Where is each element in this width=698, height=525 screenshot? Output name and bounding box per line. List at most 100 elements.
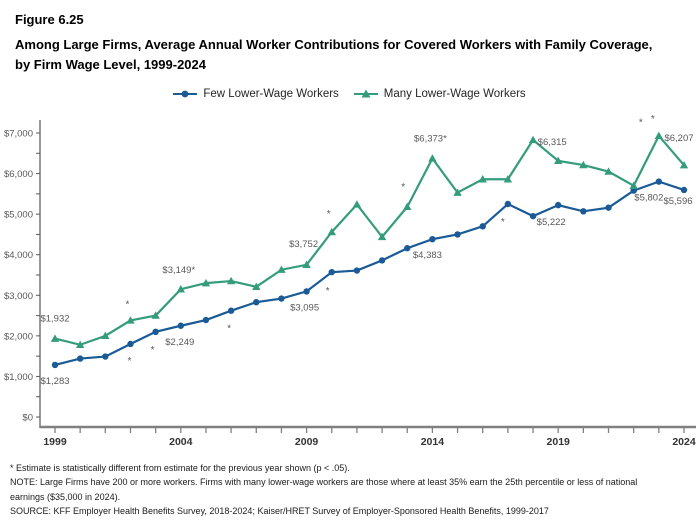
data-point-circle <box>152 328 159 335</box>
footnote-note: NOTE: Large Firms have 200 or more worke… <box>10 477 638 502</box>
data-point-circle <box>202 316 210 324</box>
x-axis-label: 2024 <box>672 436 696 448</box>
data-point-circle <box>529 212 537 220</box>
significance-asterisk: * <box>327 209 331 220</box>
data-point-triangle <box>277 265 286 273</box>
y-axis-label: $3,000 <box>4 291 33 302</box>
data-point-triangle <box>327 227 336 236</box>
significance-asterisk: * <box>227 324 231 335</box>
data-point-label: $6,315 <box>538 137 567 148</box>
data-point-triangle <box>604 167 613 175</box>
legend: Few Lower-Wage Workers Many Lower-Wage W… <box>0 88 698 100</box>
legend-label-few: Few Lower-Wage Workers <box>203 88 339 100</box>
data-point-triangle <box>654 131 664 140</box>
data-point-circle <box>605 204 612 211</box>
data-point-label: $5,802 <box>634 193 663 204</box>
legend-marker-triangle-icon <box>353 89 378 98</box>
significance-asterisk: * <box>401 182 405 193</box>
footnote-significance: * Estimate is statistically different fr… <box>10 463 350 473</box>
legend-marker-circle-icon <box>173 90 198 98</box>
data-point-triangle <box>151 311 160 319</box>
figure-title: Among Large Firms, Average Annual Worker… <box>15 37 653 73</box>
data-point-triangle <box>503 175 513 183</box>
chart-area: $0 $1,000 $2,000 $3,000 $4,000 $5,000 $6,000 $7… <box>0 113 698 458</box>
data-point-circle <box>303 288 310 295</box>
data-point-triangle <box>226 276 236 285</box>
data-point-triangle <box>302 260 311 268</box>
significance-asterisk: * <box>126 299 130 310</box>
data-point-circle <box>630 187 637 194</box>
data-point-circle <box>328 268 335 276</box>
data-point-label: $3,752 <box>289 239 318 250</box>
data-point-triangle <box>453 188 462 196</box>
data-point-circle <box>51 361 59 369</box>
data-point-circle <box>227 307 235 314</box>
data-point-label: $6,207 <box>664 133 693 144</box>
data-point-circle <box>76 355 84 362</box>
significance-asterisk: * <box>651 114 655 125</box>
data-point-circle <box>378 257 386 264</box>
data-point-label: $5,596 <box>663 196 692 207</box>
data-point-circle <box>680 186 688 194</box>
data-point-triangle <box>629 181 638 189</box>
data-point-circle <box>404 245 411 252</box>
y-axis-label: $5,000 <box>4 210 33 221</box>
y-axis-label: $1,000 <box>4 372 33 383</box>
data-point-circle <box>253 298 260 306</box>
data-point-label: $3,095 <box>290 302 319 313</box>
significance-asterisk: * <box>151 345 155 356</box>
data-point-label: $3,149* <box>162 265 195 276</box>
legend-item-few-lower-wage: Few Lower-Wage Workers <box>172 88 339 100</box>
line-chart: $0 $1,000 $2,000 $3,000 $4,000 $5,000 $6,000 $7… <box>4 114 696 448</box>
data-point-triangle <box>478 175 487 183</box>
data-point-label: $2,249 <box>165 337 194 348</box>
y-axis-label: $4,000 <box>4 250 33 261</box>
legend-item-many-lower-wage: Many Lower-Wage Workers <box>353 88 526 100</box>
data-point-triangle <box>201 278 211 287</box>
significance-asterisk: * <box>639 118 643 129</box>
data-point-circle <box>655 178 663 185</box>
x-axis-label: 1999 <box>43 436 67 448</box>
data-point-triangle <box>554 156 563 164</box>
data-point-label: $6,373* <box>414 133 447 144</box>
series-line-few-lower-wage <box>54 180 685 367</box>
x-axis-label: 2019 <box>547 436 571 448</box>
data-point-triangle <box>126 316 135 324</box>
y-axis-label: $0 <box>22 413 33 424</box>
data-point-circle <box>479 223 486 230</box>
data-point-triangle <box>101 331 110 340</box>
significance-asterisk: * <box>326 286 330 297</box>
series-line-many-lower-wage <box>54 133 685 346</box>
data-point-circle <box>102 353 109 360</box>
x-axis-label: 2009 <box>295 436 319 448</box>
data-point-circle <box>454 231 461 238</box>
figure-number: Figure 6.25 <box>15 12 84 27</box>
significance-asterisk: * <box>501 217 505 228</box>
x-axis-label: 2004 <box>169 436 193 448</box>
data-point-triangle <box>403 202 412 211</box>
y-axis-label: $2,000 <box>4 331 33 342</box>
data-point-label: $4,383 <box>413 250 442 261</box>
data-point-triangle <box>579 160 588 169</box>
data-point-circle <box>504 200 512 208</box>
data-point-triangle <box>528 135 538 144</box>
data-point-triangle <box>50 334 60 342</box>
data-point-label: $5,222 <box>537 217 566 228</box>
data-point-circle <box>278 295 285 302</box>
data-point-circle <box>429 235 436 243</box>
x-axis-label: 2014 <box>421 436 445 448</box>
footnotes: * Estimate is statistically different fr… <box>10 461 670 519</box>
data-point-triangle <box>377 232 387 241</box>
data-point-triangle <box>352 200 362 208</box>
data-point-label: $1,932 <box>40 314 69 325</box>
data-point-triangle <box>75 340 85 348</box>
data-point-circle <box>580 208 587 215</box>
y-axis-label: $6,000 <box>4 169 33 180</box>
y-axis-label: $7,000 <box>4 129 33 140</box>
legend-label-many: Many Lower-Wage Workers <box>383 88 526 100</box>
data-point-label: $1,283 <box>40 376 69 387</box>
data-point-circle <box>127 340 134 348</box>
data-point-triangle <box>176 285 185 293</box>
figure-header: Figure 6.25 Among Large Firms, Average A… <box>15 12 665 75</box>
data-point-circle <box>555 201 562 209</box>
